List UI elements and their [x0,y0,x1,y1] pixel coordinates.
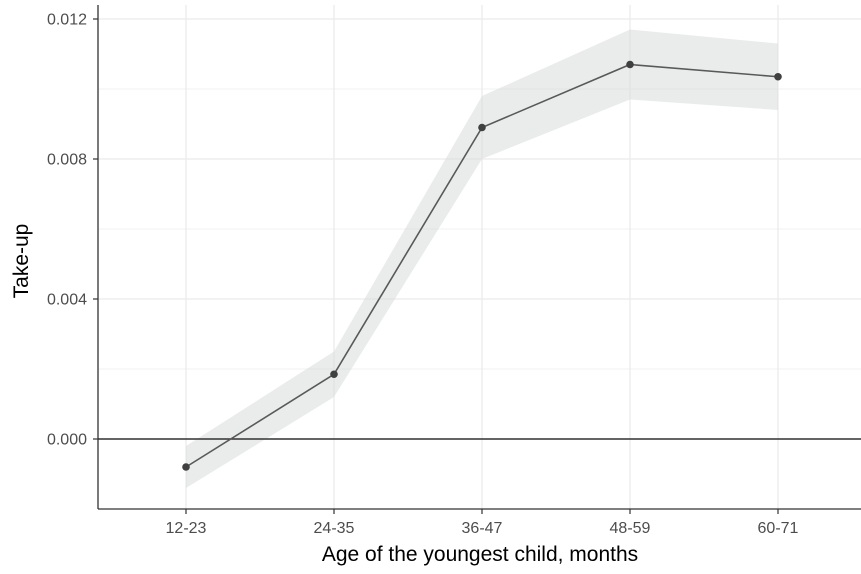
data-point [182,463,190,471]
x-tick-labels: 12-23 24-35 36-47 48-59 60-71 [166,520,799,537]
y-tick-label: 0.012 [47,12,87,29]
y-tick-label: 0.008 [47,152,87,169]
data-point [478,123,486,132]
y-axis-title: Take-up [10,224,33,299]
y-tick-label: 0.004 [47,292,87,309]
data-point [774,72,782,81]
y-tick-label: 0.000 [47,432,87,449]
x-tick-label: 60-71 [758,520,799,537]
y-tick-labels: 0.000 0.004 0.008 0.012 [47,12,87,449]
data-point [626,60,634,69]
x-tick-label: 48-59 [610,520,651,537]
x-tick-label: 12-23 [166,520,207,537]
data-point [330,370,338,379]
x-tick-label: 24-35 [314,520,355,537]
data-points-layer [182,60,782,471]
x-tick-label: 36-47 [462,520,503,537]
x-axis-title: Age of the youngest child, months [322,543,638,566]
axes [93,5,861,514]
